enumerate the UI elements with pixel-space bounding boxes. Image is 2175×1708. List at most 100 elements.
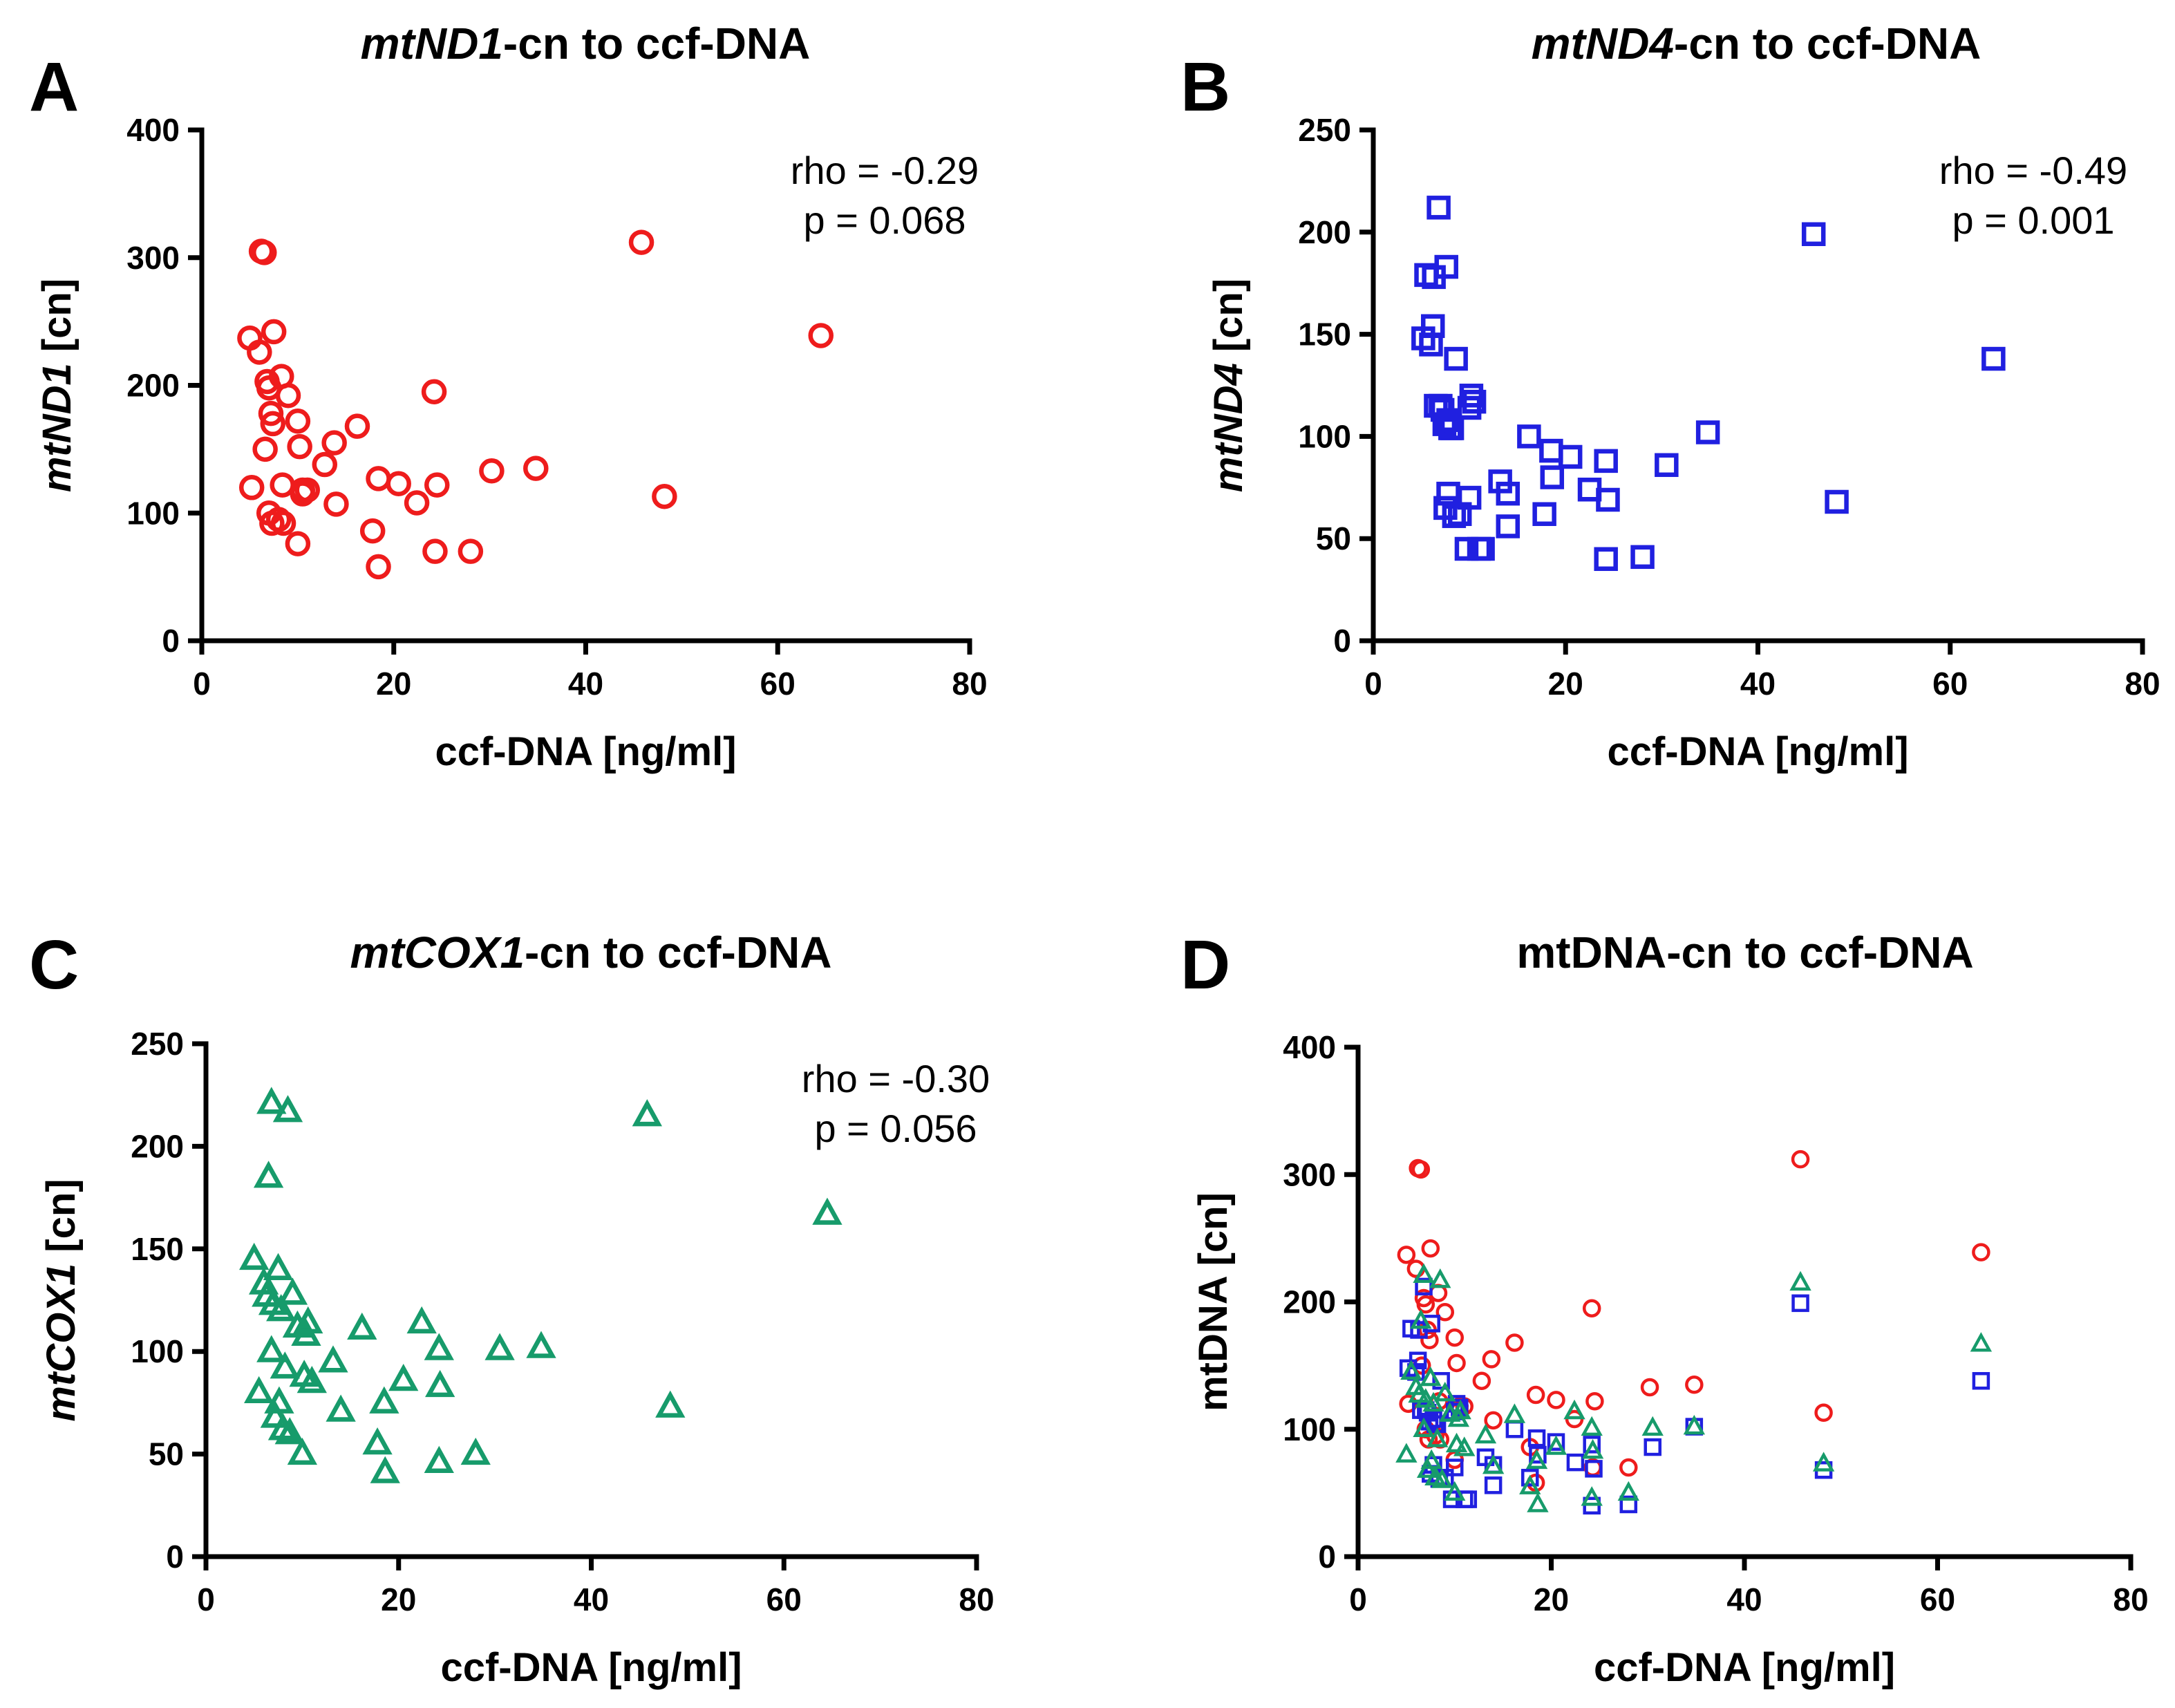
- data-point-square: [1825, 489, 1849, 514]
- data-point-circle: [270, 510, 296, 536]
- series-mtnd4: [1399, 1277, 1990, 1515]
- x-tick-label: 40: [568, 666, 603, 702]
- data-point-square: [1459, 384, 1484, 408]
- data-point-circle: [287, 433, 312, 460]
- data-point-square: [1446, 1458, 1464, 1476]
- data-point-triangle: [272, 1095, 303, 1123]
- data-point-triangle: [1429, 1268, 1451, 1288]
- data-point-circle: [1547, 1391, 1565, 1409]
- chart-title: mtND4-cn to ccf-DNA: [1532, 19, 1981, 68]
- x-axis-label: ccf-DNA [ng/ml]: [435, 729, 736, 774]
- x-tick-label: 80: [2125, 666, 2160, 702]
- data-point-triangle: [1444, 1481, 1466, 1501]
- x-tick-label: 80: [2113, 1582, 2148, 1617]
- data-point-square: [1644, 1438, 1661, 1456]
- data-point-triangle: [1413, 1417, 1435, 1437]
- data-point-square: [1583, 1436, 1601, 1454]
- data-point-circle: [421, 379, 447, 404]
- data-point-square: [1527, 1429, 1546, 1447]
- x-tick-label: 20: [1534, 1582, 1569, 1617]
- data-point-square: [1505, 1420, 1524, 1438]
- data-point-square: [1981, 346, 2006, 371]
- data-point-square: [1432, 1371, 1450, 1390]
- data-point-square: [1434, 254, 1458, 279]
- data-point-circle: [1421, 1239, 1440, 1258]
- data-point-triangle: [1581, 1438, 1604, 1459]
- data-point-triangle: [1641, 1416, 1664, 1436]
- y-axis-label: mtCOX1 [cn]: [39, 1179, 84, 1421]
- x-tick-label: 60: [1932, 666, 1968, 702]
- data-point-triangle: [1527, 1492, 1549, 1512]
- data-point-triangle: [460, 1437, 491, 1465]
- chart-title: mtND1-cn to ccf-DNA: [361, 19, 811, 68]
- x-tick-label: 20: [376, 666, 411, 702]
- y-tick-label: 250: [131, 1026, 184, 1062]
- y-tick-label: 0: [166, 1539, 184, 1575]
- data-point-triangle: [1519, 1474, 1541, 1494]
- data-point-triangle: [263, 1252, 294, 1280]
- x-axis-label: ccf-DNA [ng/ml]: [1594, 1645, 1895, 1690]
- data-point-square: [1409, 1351, 1427, 1370]
- data-point-triangle: [632, 1099, 662, 1127]
- x-tick-label: 0: [193, 666, 211, 702]
- y-axis-label-italic: mtCOX1: [39, 1264, 84, 1422]
- data-point-triangle: [1525, 1449, 1548, 1470]
- series-mtcox1: [239, 1087, 842, 1483]
- data-point-circle: [1416, 1295, 1435, 1314]
- y-tick-label: 300: [126, 240, 180, 276]
- data-point-triangle: [1970, 1332, 1993, 1352]
- data-point-square: [1539, 438, 1563, 463]
- data-point-square: [1630, 545, 1655, 570]
- data-point-square: [1421, 314, 1445, 339]
- data-point-circle: [1472, 1371, 1491, 1390]
- data-point-triangle: [1503, 1403, 1526, 1423]
- stat-rho: rho = -0.29: [791, 149, 979, 192]
- data-point-circle: [422, 538, 448, 564]
- data-point-circle: [1397, 1246, 1416, 1264]
- data-point-square: [1457, 395, 1482, 420]
- y-axis-label-rest: [cn]: [1206, 279, 1251, 363]
- data-point-circle: [366, 466, 391, 491]
- data-point-triangle: [388, 1364, 419, 1391]
- data-point-triangle: [1453, 1436, 1476, 1456]
- data-point-square: [1655, 453, 1679, 478]
- x-axis-label: ccf-DNA [ng/ml]: [1607, 729, 1908, 774]
- data-point-circle: [1484, 1411, 1503, 1430]
- data-point-square: [1422, 1315, 1440, 1333]
- stat-rho: rho = -0.30: [802, 1057, 990, 1100]
- data-point-triangle: [347, 1312, 377, 1340]
- data-point-square: [1540, 465, 1565, 489]
- data-point-circle: [260, 411, 286, 437]
- data-point-circle: [386, 471, 411, 497]
- y-tick-label: 100: [1298, 418, 1351, 454]
- y-tick-label: 400: [126, 112, 180, 148]
- data-point-circle: [359, 518, 386, 544]
- data-point-triangle: [812, 1197, 842, 1225]
- x-tick-label: 60: [1920, 1582, 1955, 1617]
- data-point-square: [1454, 536, 1479, 561]
- data-point-square: [1585, 1460, 1603, 1478]
- stat-p: p = 0.068: [803, 198, 966, 242]
- data-point-triangle: [406, 1306, 437, 1334]
- y-tick-label: 200: [131, 1128, 184, 1164]
- data-point-triangle: [362, 1427, 393, 1455]
- y-tick-label: 200: [1298, 214, 1351, 250]
- data-point-triangle: [1683, 1414, 1706, 1435]
- data-point-triangle: [264, 1386, 294, 1414]
- data-point-triangle: [484, 1333, 515, 1360]
- data-point-triangle: [326, 1394, 356, 1422]
- data-point-triangle: [1789, 1270, 1811, 1291]
- data-point-circle: [238, 475, 265, 500]
- chart-title: mtCOX1-cn to ccf-DNA: [350, 928, 832, 977]
- data-point-square: [1496, 481, 1520, 506]
- data-point-triangle: [1426, 1427, 1449, 1447]
- data-point-triangle: [1449, 1399, 1471, 1420]
- data-point-square: [1444, 346, 1468, 371]
- series-mtnd1: [237, 229, 834, 580]
- x-tick-label: 80: [952, 666, 987, 702]
- data-point-circle: [323, 491, 349, 517]
- x-tick-label: 20: [381, 1582, 416, 1617]
- data-point-triangle: [369, 1386, 399, 1414]
